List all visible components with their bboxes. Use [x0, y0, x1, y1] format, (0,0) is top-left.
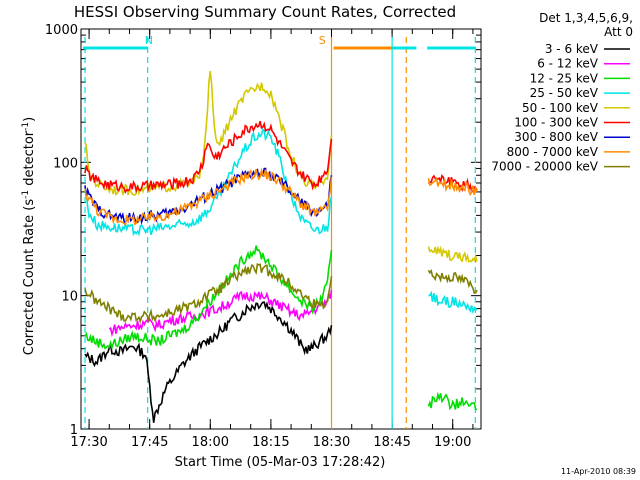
y-axis-label-sup2: -1: [21, 122, 31, 131]
legend-entry-label: 6 - 12 keV: [537, 57, 599, 71]
x-tick-label: 17:30: [70, 435, 107, 450]
legend-title-line1: Det 1,3,4,5,6,9,: [539, 11, 633, 25]
y-axis-label-sup1: -1: [21, 190, 31, 199]
x-tick-label: 18:45: [373, 435, 410, 450]
timestamp: 11-Apr-2010 08:39: [561, 467, 636, 476]
series-line: [84, 301, 333, 423]
x-tick-label: 17:45: [131, 435, 168, 450]
legend-title-line2: Att 0: [604, 25, 633, 39]
legend-entry-label: 100 - 300 keV: [514, 116, 598, 130]
y-axis-label-main: Corrected Count Rate (s: [22, 199, 37, 356]
y-tick-label: 100: [53, 156, 78, 171]
y-tick-label: 10: [61, 290, 78, 305]
series-line: [84, 262, 333, 324]
legend-entry-label: 7000 - 20000 keV: [491, 160, 598, 174]
series-line-late: [427, 391, 478, 411]
series-line-late: [428, 290, 478, 315]
legend-entry-label: 3 - 6 keV: [545, 42, 599, 56]
series-line: [108, 289, 333, 338]
svg-text:Corrected Count Rate (s-1 dete: Corrected Count Rate (s-1 detector-1): [21, 117, 37, 355]
chart-title: HESSI Observing Summary Count Rates, Cor…: [74, 3, 456, 21]
y-tick-label: 1: [70, 423, 78, 438]
y-tick-label: 1000: [45, 23, 78, 38]
x-tick-label: 18:00: [192, 435, 229, 450]
plot-area: 1 10 100 1000 17:30 17:45 18:00 18:15 18:30 18:45…: [45, 23, 482, 450]
legend-entry-label: 50 - 100 keV: [522, 101, 599, 115]
x-tick-label: 18:30: [313, 435, 350, 450]
series-line: [84, 70, 333, 196]
series-line: [84, 120, 333, 194]
plot-frame: [80, 28, 482, 430]
series-line-late: [427, 245, 478, 263]
x-axis-label: Start Time (05-Mar-03 17:28:42): [175, 455, 386, 470]
mode-marker-label: N: [145, 34, 153, 47]
series-line: [84, 245, 333, 351]
y-axis-label-end: ): [22, 117, 37, 122]
y-axis-label: Corrected Count Rate (s-1 detector-1): [21, 117, 37, 355]
legend-entry-label: 25 - 50 keV: [530, 86, 599, 100]
x-tick-label: 19:00: [434, 435, 471, 450]
series-line: [84, 167, 333, 227]
y-axis-label-mid: detector: [22, 130, 37, 190]
series-line-late: [427, 176, 478, 196]
x-tick-label: 18:15: [252, 435, 289, 450]
legend-entry-label: 12 - 25 keV: [530, 71, 599, 85]
legend-entry-label: 800 - 7000 keV: [507, 145, 599, 159]
series-line-late: [427, 268, 478, 294]
legend-entry-label: 300 - 800 keV: [514, 130, 598, 144]
mode-marker-label: S: [319, 34, 326, 47]
series-line: [84, 127, 333, 237]
